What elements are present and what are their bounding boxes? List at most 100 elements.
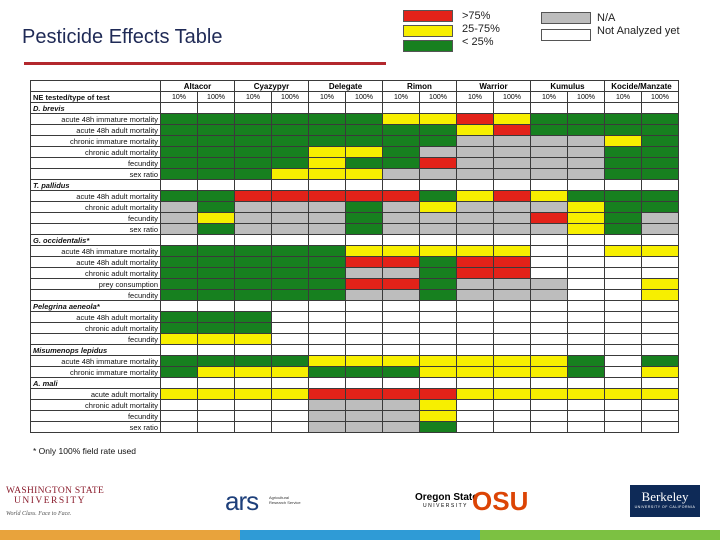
test-label: acute 48h adult mortality (30, 311, 161, 323)
cell-mid-effect (382, 245, 420, 257)
cell-mid-effect (234, 388, 272, 400)
cell-not-analyzed (530, 245, 568, 257)
cell-not-analyzed (308, 102, 346, 114)
cell-mid-effect (530, 366, 568, 378)
table-row: chronic immature mortality (30, 135, 679, 147)
cell-not-analyzed (641, 399, 679, 411)
cell-high-effect (493, 267, 531, 279)
cell-na (345, 410, 383, 422)
cell-mid-effect (641, 289, 679, 301)
cell-not-analyzed (197, 344, 235, 356)
cell-not-analyzed (493, 344, 531, 356)
cell-na (160, 223, 198, 235)
cell-low-effect (160, 355, 198, 367)
cell-low-effect (308, 366, 346, 378)
cell-mid-effect (456, 245, 494, 257)
cell-not-analyzed (493, 322, 531, 334)
cell-mid-effect (567, 223, 605, 235)
legend-label-low: < 25% (462, 36, 494, 48)
cell-na (308, 421, 346, 433)
cell-low-effect (419, 421, 457, 433)
wsu-logo: WASHINGTON STATE UNIVERSITY World Class.… (6, 486, 106, 517)
test-label: chronic adult mortality (30, 267, 161, 279)
cell-low-effect (197, 168, 235, 180)
cell-mid-effect (456, 355, 494, 367)
cell-low-effect (308, 289, 346, 301)
cell-mid-effect (308, 157, 346, 169)
cell-low-effect (604, 124, 642, 136)
cell-low-effect (197, 256, 235, 268)
table-row: sex ratio (30, 168, 679, 180)
legend-label-mid: 25-75% (462, 23, 500, 35)
cell-not-analyzed (604, 278, 642, 290)
cell-low-effect (271, 256, 309, 268)
cell-not-analyzed (493, 421, 531, 433)
cell-mid-effect (456, 190, 494, 202)
cell-low-effect (308, 278, 346, 290)
cell-na (530, 135, 568, 147)
cell-na (382, 168, 420, 180)
test-label: fecundity (30, 410, 161, 422)
test-label: fecundity (30, 333, 161, 345)
cell-not-analyzed (604, 333, 642, 345)
header-label: NE tested/type of test (30, 91, 161, 103)
table-row: acute 48h adult mortality (30, 124, 679, 136)
cell-na (345, 421, 383, 433)
cell-not-analyzed (530, 179, 568, 191)
cell-not-analyzed (271, 102, 309, 114)
cell-na (382, 201, 420, 213)
cell-low-effect (271, 157, 309, 169)
cell-low-effect (419, 267, 457, 279)
cell-na (530, 157, 568, 169)
cell-not-analyzed (382, 333, 420, 345)
cell-mid-effect (160, 333, 198, 345)
cell-not-analyzed (604, 256, 642, 268)
cell-na (641, 223, 679, 235)
cell-not-analyzed (271, 300, 309, 312)
cell-low-effect (160, 289, 198, 301)
cell-high-effect (456, 113, 494, 125)
cell-low-effect (345, 201, 383, 213)
cell-low-effect (641, 201, 679, 213)
cell-not-analyzed (456, 234, 494, 246)
cell-low-effect (160, 267, 198, 279)
cell-mid-effect (234, 333, 272, 345)
cell-high-effect (345, 388, 383, 400)
cell-not-analyzed (271, 344, 309, 356)
cell-not-analyzed (271, 421, 309, 433)
cell-not-analyzed (345, 311, 383, 323)
cell-low-effect (530, 124, 568, 136)
cell-na (345, 399, 383, 411)
cell-low-effect (160, 245, 198, 257)
cell-na (308, 212, 346, 224)
cell-low-effect (567, 113, 605, 125)
cell-not-analyzed (160, 179, 198, 191)
cell-high-effect (345, 256, 383, 268)
species-row: Misumenops lepidus (30, 344, 679, 356)
cell-not-analyzed (345, 333, 383, 345)
cell-mid-effect (308, 355, 346, 367)
cell-not-analyzed (567, 245, 605, 257)
cell-not-analyzed (641, 300, 679, 312)
test-label: prey consumption (30, 278, 161, 290)
table-row: chronic adult mortality (30, 322, 679, 334)
cell-not-analyzed (234, 234, 272, 246)
cell-not-analyzed (419, 311, 457, 323)
logo-bar: WASHINGTON STATE UNIVERSITY World Class.… (0, 480, 720, 530)
cell-mid-effect (345, 355, 383, 367)
berkeley-sub: UNIVERSITY OF CALIFORNIA (634, 505, 696, 509)
cell-not-analyzed (530, 256, 568, 268)
cell-not-analyzed (604, 344, 642, 356)
cell-low-effect (382, 135, 420, 147)
cell-na (530, 168, 568, 180)
cell-low-effect (345, 124, 383, 136)
cell-not-analyzed (604, 311, 642, 323)
cell-low-effect (197, 201, 235, 213)
table-row: acute 48h adult mortality (30, 256, 679, 268)
ars-logo: ars Agricultural Research Service (225, 486, 305, 517)
cell-low-effect (271, 113, 309, 125)
cell-na (160, 212, 198, 224)
cell-not-analyzed (271, 311, 309, 323)
cell-not-analyzed (530, 333, 568, 345)
cell-not-analyzed (530, 399, 568, 411)
